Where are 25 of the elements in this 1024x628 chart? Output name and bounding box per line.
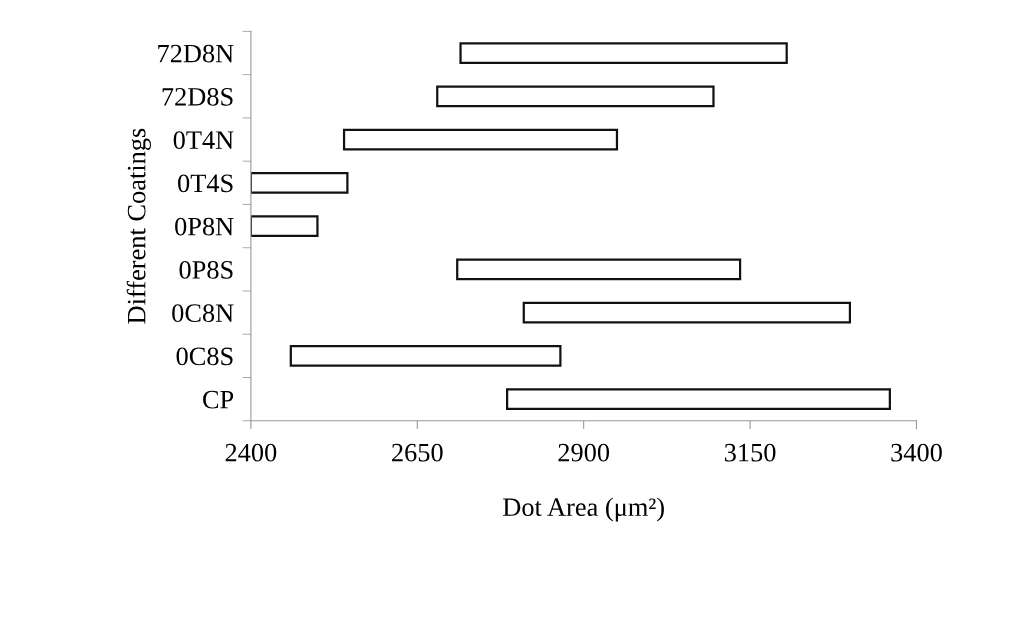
y-tick-label: 0P8N (175, 217, 234, 236)
x-tick-label: 2400 (225, 443, 277, 462)
bar (456, 258, 742, 281)
bar (522, 301, 852, 324)
y-tick-label: 0T4S (178, 174, 233, 193)
y-tick-label: 0P8S (179, 260, 233, 279)
y-tick-label: 72D8N (158, 44, 234, 63)
y-tick-label: 0C8S (176, 347, 233, 366)
y-tick-label: 72D8S (162, 87, 233, 106)
bar (506, 388, 891, 410)
y-tick-label: CP (203, 390, 234, 409)
bar (342, 128, 619, 151)
y-tick-label: 0T4N (173, 131, 234, 149)
x-tick-label: 2650 (392, 443, 443, 462)
bar (250, 171, 349, 194)
y-tick-label: 0C8N (172, 304, 234, 323)
bar (250, 215, 319, 237)
x-tick-label: 2900 (558, 443, 610, 462)
bar (436, 85, 715, 108)
x-tick-label: 3400 (891, 443, 942, 462)
y-axis-title: Different Coatings (126, 128, 151, 324)
bar (459, 42, 788, 64)
x-axis-title: Dot Area (μm²) (503, 497, 664, 522)
x-tick-label: 3150 (724, 443, 776, 462)
bar (289, 345, 562, 367)
